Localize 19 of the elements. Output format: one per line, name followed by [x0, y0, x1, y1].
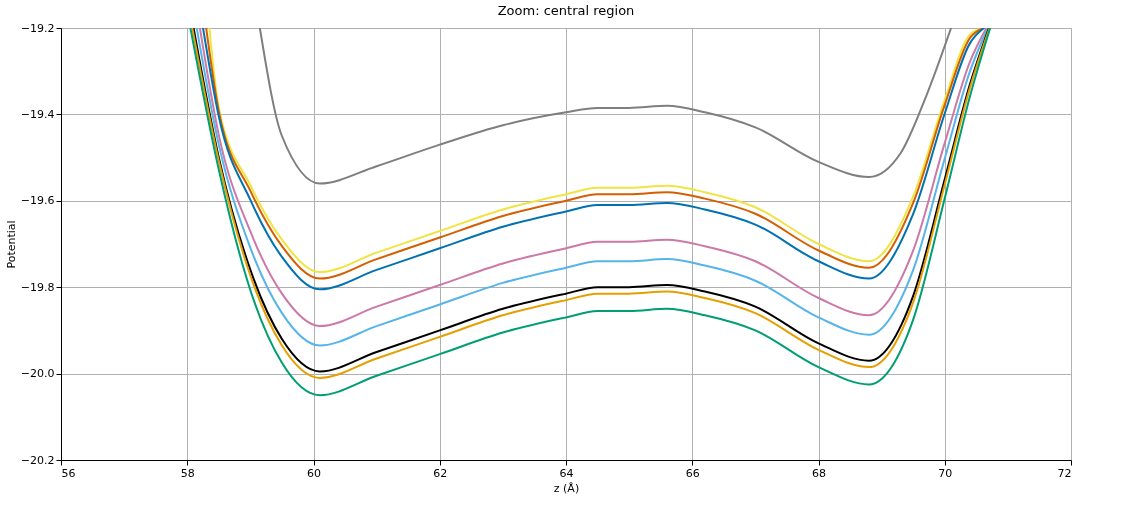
- x-tick-label: 62: [433, 466, 448, 480]
- chart-title: Zoom: central region: [497, 3, 635, 18]
- x-tick-label: 72: [1057, 466, 1072, 480]
- x-axis-title: z (Å): [553, 481, 580, 495]
- x-tick-label: 56: [61, 466, 76, 480]
- x-tick-label: 58: [180, 466, 195, 480]
- y-tick-label: −19.4: [20, 107, 55, 121]
- x-tick-label: 64: [559, 466, 574, 480]
- y-tick-label: −19.2: [20, 21, 55, 35]
- y-axis-title: Potential: [4, 220, 18, 269]
- x-tick-label: 66: [685, 466, 700, 480]
- y-tick-label: −20.0: [20, 367, 55, 381]
- x-tick-label: 68: [812, 466, 826, 480]
- y-tick-label: −19.6: [20, 194, 55, 208]
- x-tick-label: 70: [938, 466, 953, 480]
- x-tick-label: 60: [307, 466, 321, 480]
- y-tick-label: −19.8: [20, 280, 55, 294]
- y-tick-label: −20.2: [20, 453, 55, 467]
- line-series: [258, 28, 953, 185]
